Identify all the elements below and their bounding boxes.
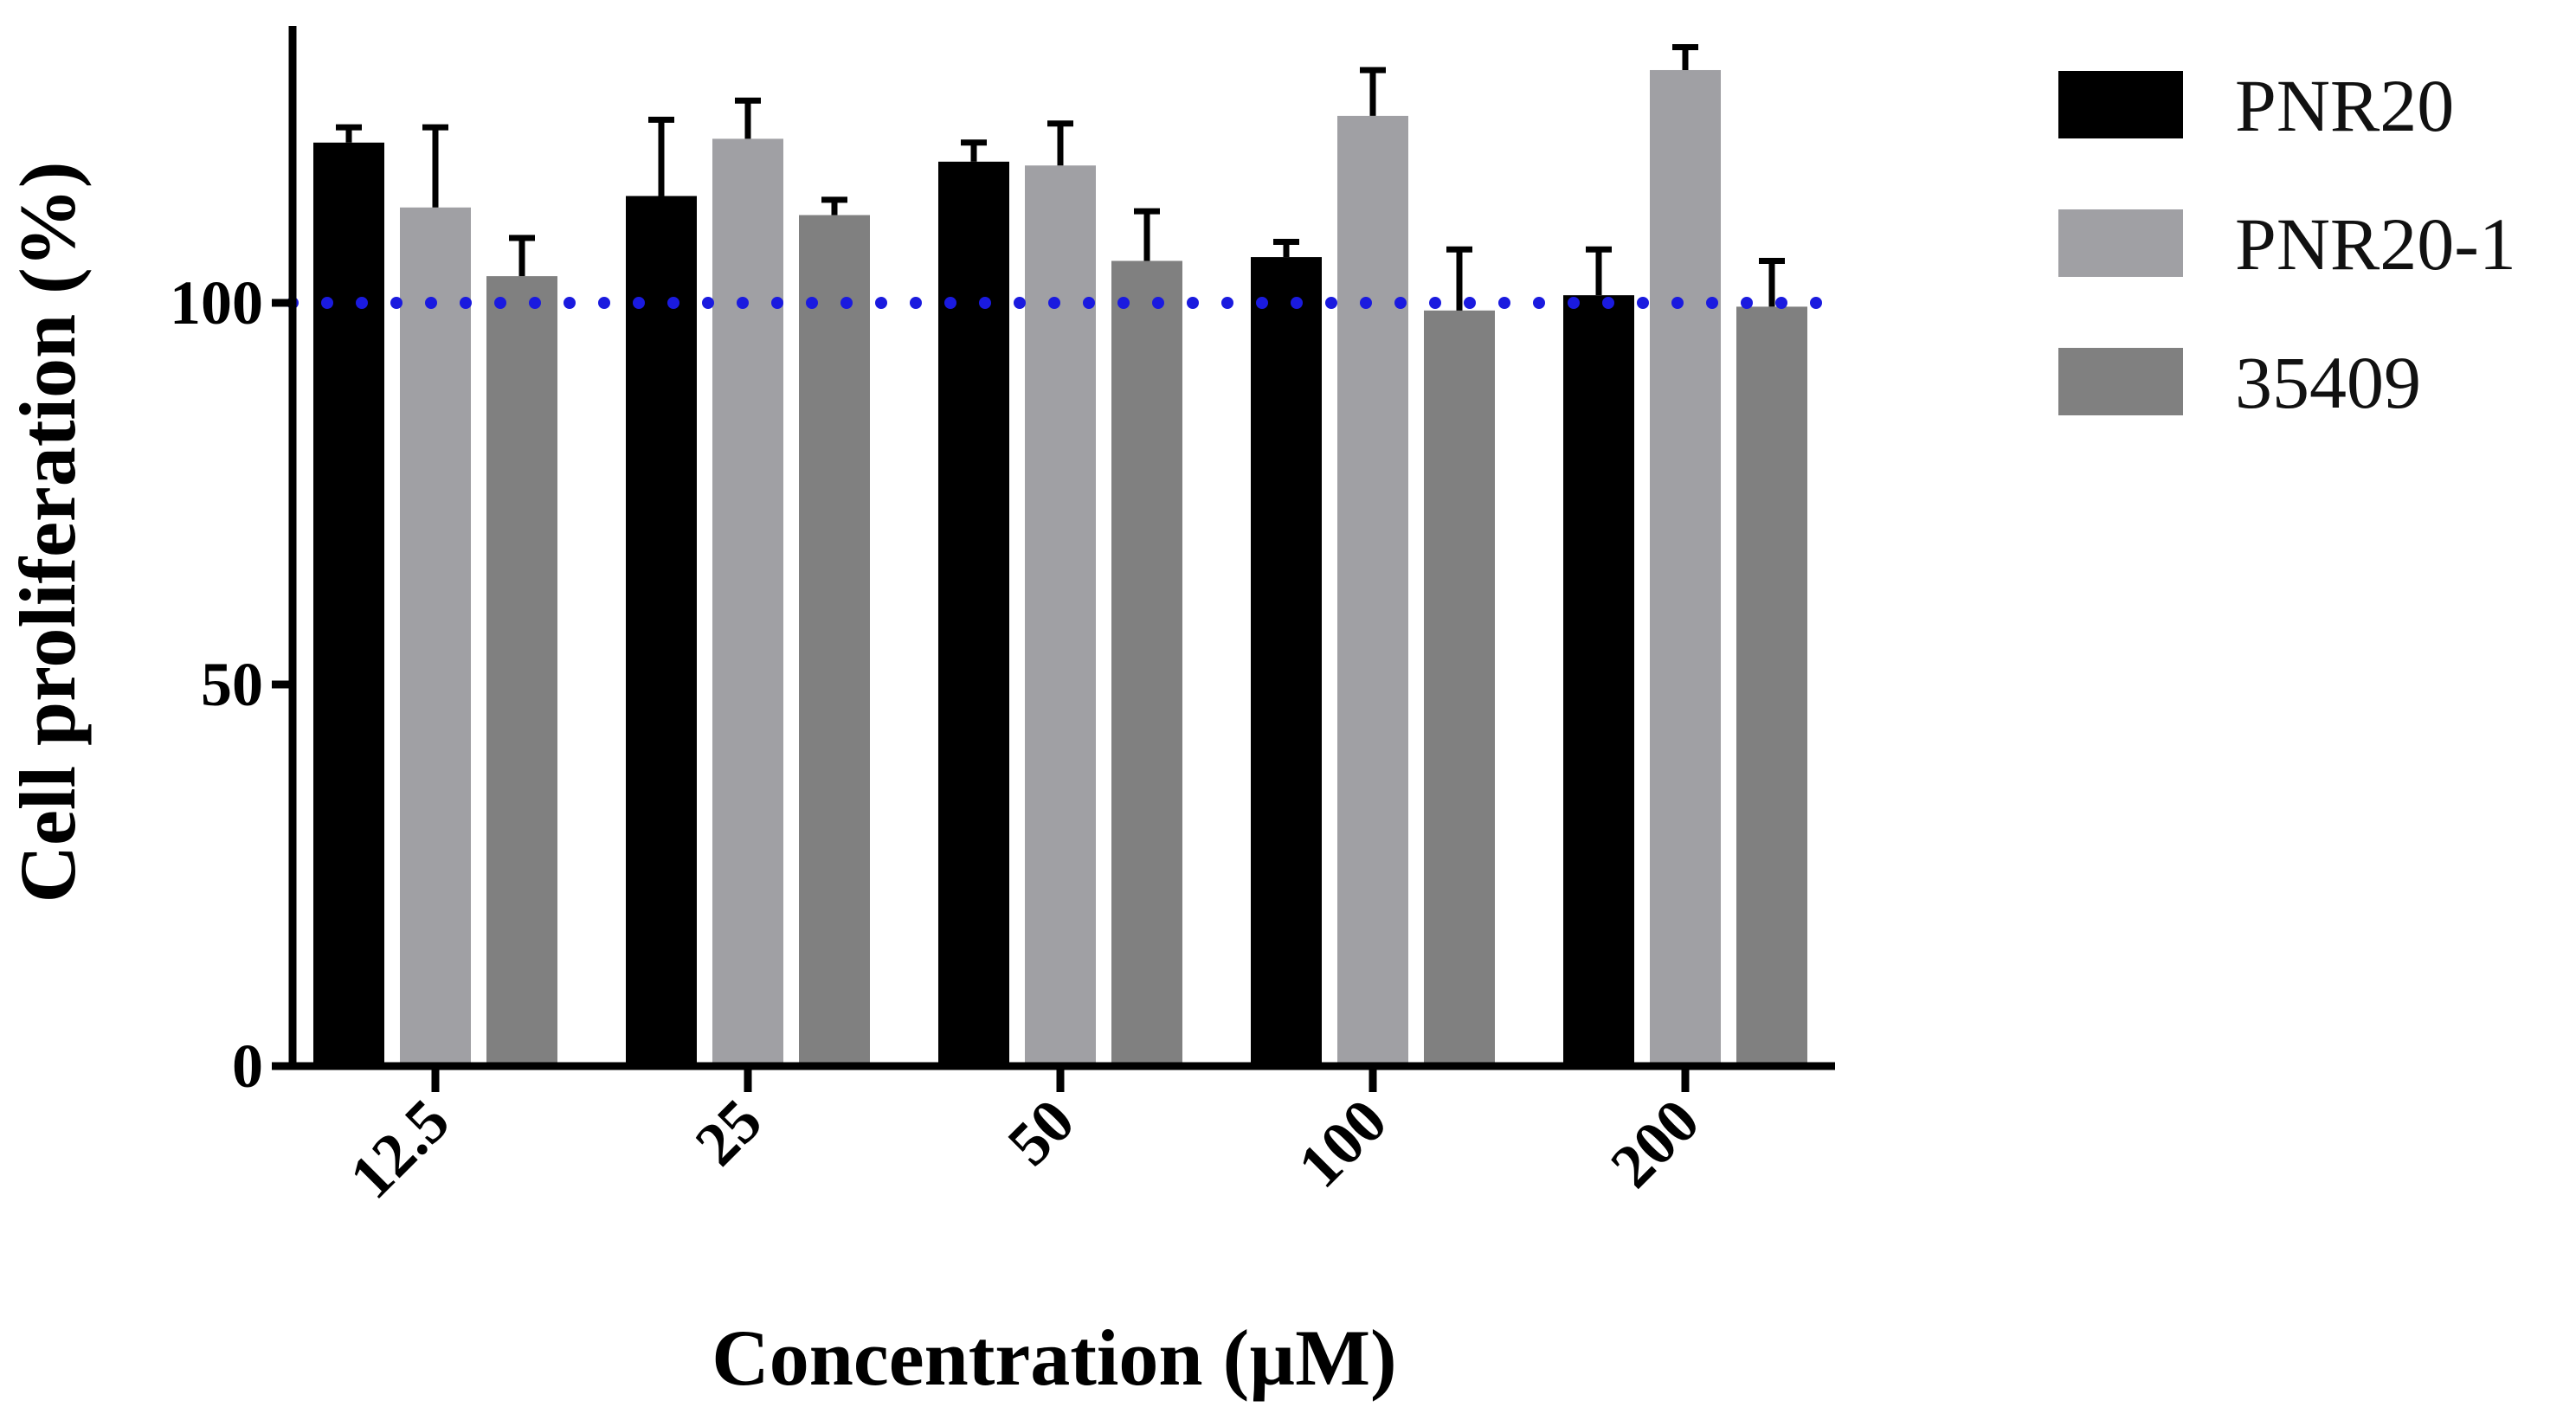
- bar-pnr20-12.5: [313, 142, 384, 1066]
- y-tick-label-50: 50: [201, 650, 263, 719]
- bar-pnr20-100: [1251, 257, 1322, 1067]
- bar-pnr20-50: [938, 161, 1009, 1067]
- bars-layer: [313, 69, 1807, 1067]
- y-axis-title: Cell proliferation (%): [3, 162, 92, 903]
- bar-pnr20-25: [626, 196, 697, 1066]
- bar-35409-200: [1736, 306, 1807, 1066]
- bar-pnr20-1-200: [1650, 69, 1721, 1067]
- bar-35409-100: [1424, 310, 1495, 1066]
- legend-swatch-pnr20: [2058, 71, 2183, 138]
- x-tick-label-12.5: 12.5: [337, 1086, 463, 1212]
- axis-titles-layer: Cell proliferation (%) Concentration (µM…: [3, 162, 1397, 1402]
- x-tick-label-50: 50: [995, 1086, 1087, 1179]
- y-tick-label-0: 0: [232, 1031, 263, 1101]
- bar-35409-25: [799, 215, 870, 1066]
- legend-swatch-35409: [2058, 348, 2183, 415]
- legend-label-pnr20-1: PNR20-1: [2235, 202, 2516, 286]
- legend-label-pnr20: PNR20: [2235, 64, 2454, 147]
- legend: PNR20 PNR20-1 35409: [2058, 64, 2516, 424]
- bar-35409-12.5: [486, 276, 557, 1066]
- bar-pnr20-1-50: [1025, 165, 1096, 1067]
- legend-label-35409: 35409: [2235, 341, 2421, 424]
- y-tick-label-100: 100: [170, 268, 263, 337]
- bar-pnr20-1-25: [712, 138, 783, 1066]
- bar-pnr20-200: [1563, 295, 1634, 1066]
- bar-35409-50: [1111, 260, 1182, 1066]
- x-tick-label-200: 200: [1597, 1086, 1712, 1201]
- x-axis-title: Concentration (µM): [712, 1314, 1396, 1402]
- x-tick-label-100: 100: [1285, 1086, 1400, 1201]
- bar-pnr20-1-100: [1337, 115, 1408, 1066]
- x-tick-label-25: 25: [682, 1086, 775, 1179]
- error-bars-layer: [336, 44, 1785, 311]
- bar-pnr20-1-12.5: [400, 207, 471, 1066]
- legend-swatch-pnr20-1: [2058, 209, 2183, 277]
